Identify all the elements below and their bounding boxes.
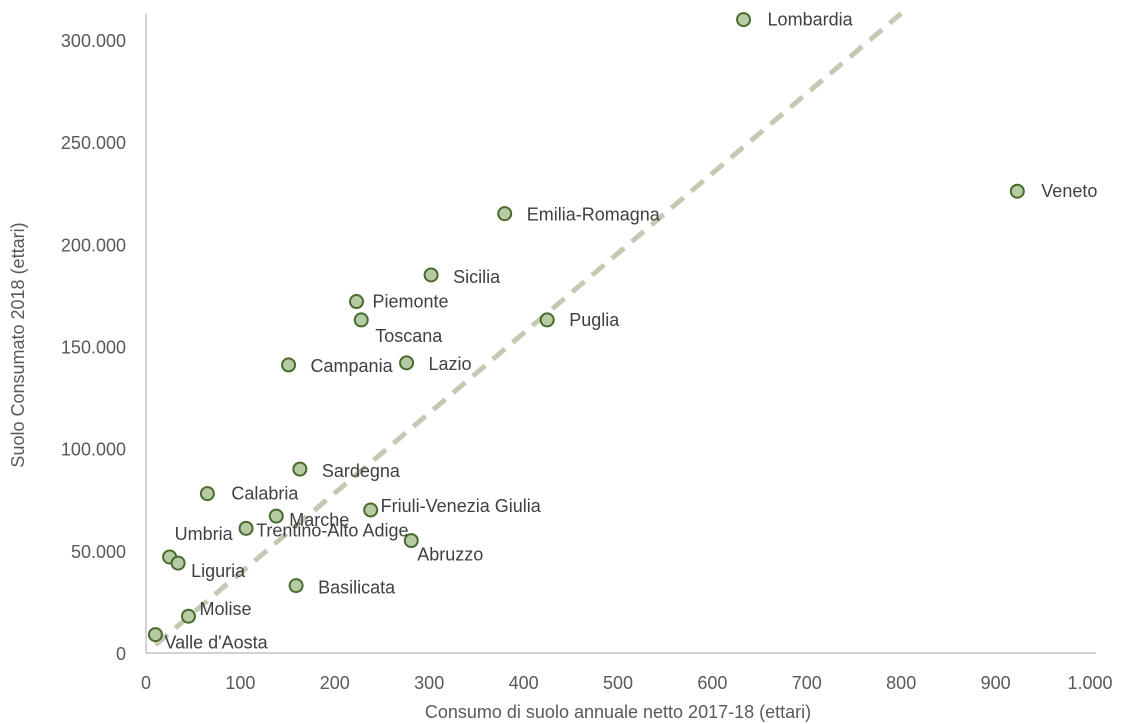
point-label: Calabria bbox=[231, 484, 299, 504]
x-tick-label: 0 bbox=[141, 673, 151, 693]
data-point bbox=[238, 520, 254, 536]
axes: 0 100 200 300 400 500 600 700 800 900 1.000 0 50.000… bbox=[61, 14, 1113, 693]
y-tick-label: 200.000 bbox=[61, 235, 126, 255]
data-point bbox=[147, 627, 163, 643]
data-point bbox=[497, 206, 513, 222]
x-tick-label: 900 bbox=[981, 673, 1011, 693]
data-point bbox=[268, 508, 284, 524]
data-point bbox=[539, 312, 555, 328]
data-point bbox=[288, 578, 304, 594]
point-label: Friuli-Venezia Giulia bbox=[381, 496, 542, 516]
point-label: Liguria bbox=[191, 561, 246, 581]
y-tick-label: 100.000 bbox=[61, 440, 126, 460]
trendline-group bbox=[153, 11, 903, 647]
data-point bbox=[399, 355, 415, 371]
data-point bbox=[423, 267, 439, 283]
point-label: Campania bbox=[311, 356, 394, 376]
y-tick-label: 50.000 bbox=[71, 542, 126, 562]
data-point bbox=[170, 555, 186, 571]
point-label: Abruzzo bbox=[417, 545, 483, 565]
data-point bbox=[1009, 183, 1025, 199]
point-label: Toscana bbox=[375, 326, 443, 346]
y-tick-label: 0 bbox=[116, 644, 126, 664]
x-tick-label: 100 bbox=[225, 673, 255, 693]
data-point bbox=[363, 502, 379, 518]
x-tick-label: 700 bbox=[792, 673, 822, 693]
points-group bbox=[147, 12, 1025, 643]
point-label: Trentino-Alto Adige bbox=[256, 520, 408, 540]
y-tick-label: 150.000 bbox=[61, 338, 126, 358]
point-label: Valle d'Aosta bbox=[164, 633, 268, 653]
data-point bbox=[292, 461, 308, 477]
x-tick-label: 500 bbox=[603, 673, 633, 693]
data-point bbox=[403, 533, 419, 549]
x-tick-label: 600 bbox=[697, 673, 727, 693]
point-label: Marche bbox=[289, 510, 349, 530]
data-point bbox=[349, 294, 365, 310]
point-label: Emilia-Romagna bbox=[527, 205, 661, 225]
point-label: Molise bbox=[199, 599, 251, 619]
x-tick-label: 300 bbox=[414, 673, 444, 693]
y-axis-title: Suolo Consumato 2018 (ettari) bbox=[8, 222, 28, 467]
x-axis-title: Consumo di suolo annuale netto 2017-18 (… bbox=[425, 702, 811, 722]
data-point bbox=[353, 312, 369, 328]
y-tick-label: 300.000 bbox=[61, 31, 126, 51]
point-label: Sardegna bbox=[322, 461, 401, 481]
x-tick-label: 200 bbox=[320, 673, 350, 693]
point-label: Puglia bbox=[569, 310, 620, 330]
point-label: Lazio bbox=[429, 354, 472, 374]
data-point bbox=[199, 486, 215, 502]
x-tick-label: 1.000 bbox=[1067, 673, 1112, 693]
point-label: Piemonte bbox=[373, 292, 449, 312]
trendline bbox=[153, 11, 903, 647]
point-label: Umbria bbox=[175, 524, 234, 544]
point-label: Lombardia bbox=[768, 10, 854, 30]
y-tick-label: 250.000 bbox=[61, 133, 126, 153]
data-point bbox=[736, 12, 752, 28]
x-tick-label: 400 bbox=[509, 673, 539, 693]
x-tick-label: 800 bbox=[886, 673, 916, 693]
data-point bbox=[180, 608, 196, 624]
point-label: Sicilia bbox=[453, 267, 501, 287]
point-label: Basilicata bbox=[318, 578, 396, 598]
point-labels-group: Lombardia Veneto Emilia-Romagna SiciliaPiem… bbox=[164, 10, 1097, 653]
point-label: Veneto bbox=[1041, 181, 1097, 201]
data-point bbox=[281, 357, 297, 373]
